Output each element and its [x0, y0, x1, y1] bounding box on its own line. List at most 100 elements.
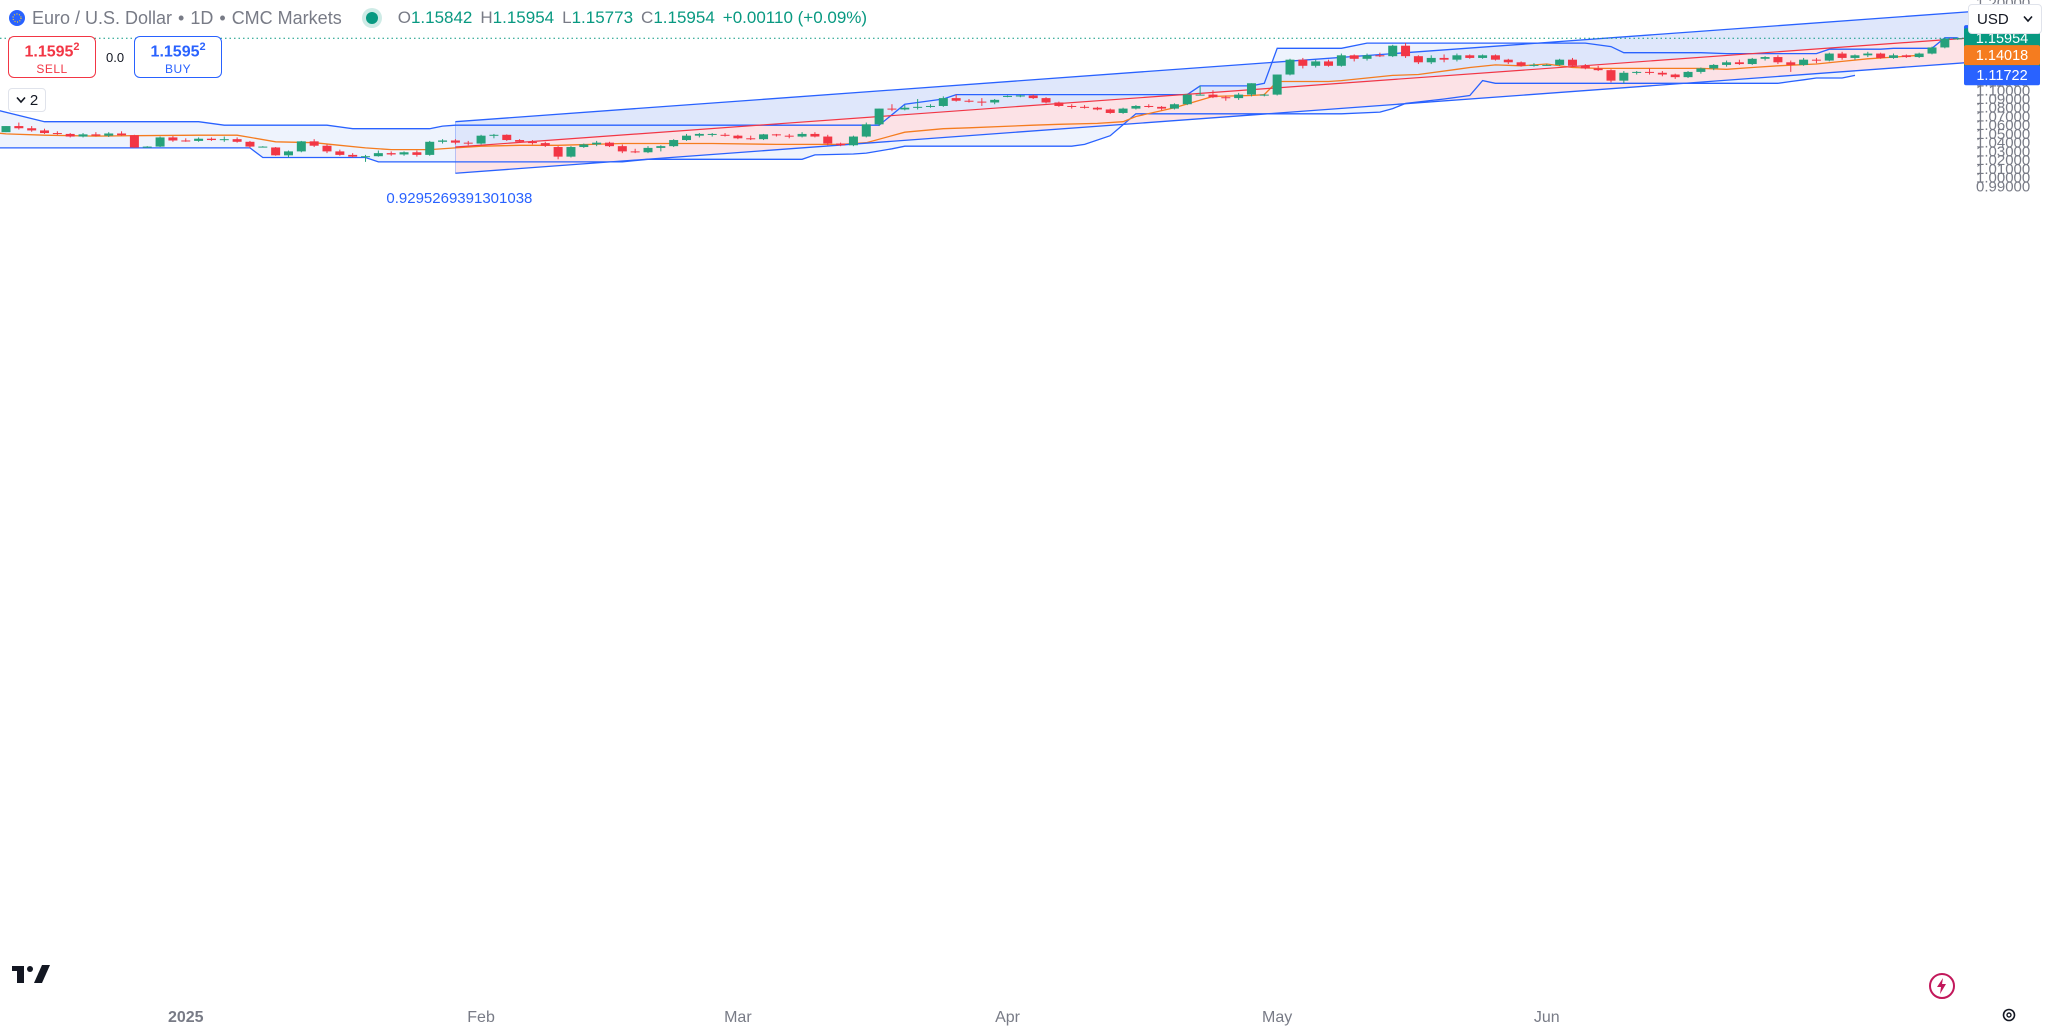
donchian-lower-line — [0, 74, 1856, 163]
candle-body — [78, 134, 88, 137]
price-badge-label: 1.15954 — [1976, 31, 2028, 47]
candle-body — [1, 126, 11, 133]
candle-body — [977, 101, 987, 103]
candle-body — [848, 136, 858, 146]
candle-body — [296, 141, 306, 152]
interval-label[interactable]: 1D — [190, 7, 214, 28]
candle-body — [1863, 53, 1873, 56]
candle-body — [1003, 95, 1013, 97]
candle-body — [759, 134, 769, 140]
candle-body — [232, 139, 242, 142]
candle-body — [836, 143, 846, 146]
candle-body — [1722, 62, 1732, 65]
currency-select[interactable]: USD — [1968, 4, 2042, 34]
candle-body — [1645, 71, 1655, 73]
candle-body — [874, 108, 884, 125]
chevron-down-icon — [2023, 15, 2033, 23]
candle-body — [386, 153, 396, 155]
candle-body — [1529, 64, 1539, 66]
lightning-icon[interactable] — [1928, 972, 1956, 1000]
candle-body — [373, 153, 383, 157]
y-tick-label: 1.01000 — [1976, 161, 2030, 178]
sell-button[interactable]: 1.15952 SELL — [8, 36, 96, 78]
candle-body — [1157, 106, 1167, 109]
y-tick-label: 1.08000 — [1976, 100, 2030, 117]
candle-body — [1298, 59, 1308, 66]
candle-body — [913, 106, 923, 108]
candle-body — [1760, 57, 1770, 59]
candle-body — [515, 140, 525, 142]
price-badge-label: 1.11722 — [1976, 68, 2027, 84]
candle-body — [861, 124, 871, 137]
candle-body — [1413, 56, 1423, 63]
candle-body — [643, 147, 653, 153]
candle-body — [630, 151, 640, 153]
candle-body — [1850, 55, 1860, 58]
candle-body — [361, 156, 371, 158]
channel-mid-line — [455, 36, 1984, 148]
candle-body — [476, 135, 486, 144]
low-value: 1.15773 — [571, 8, 634, 27]
candle-body — [720, 134, 730, 136]
candle-body — [1375, 55, 1385, 57]
symbol-name[interactable]: Euro / U.S. Dollar — [32, 7, 173, 28]
close-value: 1.15954 — [653, 8, 715, 27]
gear-icon[interactable] — [2000, 1006, 2018, 1024]
candle-body — [117, 133, 127, 136]
trade-panel: 1.15952 SELL 0.0 1.15952 BUY — [8, 36, 223, 78]
candle-body — [1041, 98, 1051, 103]
y-tick-label: 1.06000 — [1976, 117, 2030, 134]
candle-body — [746, 138, 756, 140]
candle-body — [1080, 106, 1090, 108]
indicators-toggle-button[interactable]: 2 — [8, 88, 46, 112]
candle-body — [168, 137, 178, 141]
candle-body — [1837, 53, 1847, 58]
candle-body — [823, 136, 833, 144]
candle-body — [1311, 61, 1321, 66]
market-open-dot — [365, 12, 378, 24]
candle-body — [707, 133, 717, 135]
candle-body — [27, 128, 37, 131]
symbol-header: Euro / U.S. Dollar • 1D • CMC Markets O1… — [8, 6, 867, 30]
candle-body — [1811, 59, 1821, 61]
candle-body — [181, 140, 191, 142]
candle-body — [142, 146, 152, 148]
candle-body — [489, 134, 499, 136]
candle-body — [1246, 83, 1256, 95]
candle-body — [1478, 55, 1488, 58]
candle-body — [309, 141, 319, 146]
candle-body — [1876, 53, 1886, 58]
candle-body — [245, 141, 255, 147]
candle-body — [65, 133, 75, 137]
candle-body — [271, 147, 281, 156]
candle-body — [1285, 59, 1295, 75]
candle-body — [527, 141, 537, 144]
candle-body — [1786, 62, 1796, 65]
candle-body — [1490, 55, 1500, 60]
candle-body — [1208, 94, 1218, 98]
separator: • — [219, 7, 226, 28]
candle-body — [1606, 70, 1616, 81]
candle-body — [1734, 62, 1744, 65]
candle-body — [219, 139, 229, 141]
candle-body — [52, 133, 62, 135]
change-value: +0.00110 (+0.09%) — [722, 8, 868, 27]
candle-body — [1054, 102, 1064, 106]
candle-body — [1067, 105, 1077, 107]
candle-body — [502, 134, 512, 141]
candle-body — [1221, 97, 1231, 99]
candle-body — [540, 143, 550, 146]
candle-body — [1696, 68, 1706, 72]
candle-body — [553, 147, 563, 157]
candle-body — [1747, 58, 1757, 65]
candle-body — [1118, 108, 1128, 113]
buy-button[interactable]: 1.15952 BUY — [134, 36, 223, 78]
y-tick-label: 1.07000 — [1976, 108, 2030, 125]
candle-body — [887, 108, 897, 110]
candle-body — [669, 140, 679, 147]
tradingview-logo-icon[interactable] — [12, 962, 52, 984]
candle-body — [1927, 47, 1937, 54]
candle-body — [925, 105, 935, 107]
candle-body — [1773, 57, 1783, 63]
